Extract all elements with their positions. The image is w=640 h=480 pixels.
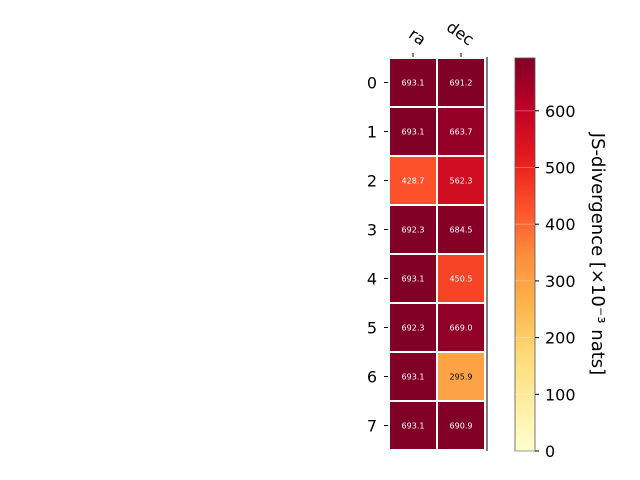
heatmap-cell bbox=[438, 255, 484, 302]
y-tick-label: 1 bbox=[367, 123, 377, 142]
y-tick-label: 2 bbox=[367, 172, 377, 191]
heatmap-cell bbox=[390, 402, 436, 449]
colorbar-tick-label: 100 bbox=[545, 385, 576, 404]
heatmap-cell bbox=[390, 304, 436, 351]
colorbar-tick-label: 300 bbox=[545, 272, 576, 291]
colorbar-tick-label: 200 bbox=[545, 329, 576, 348]
colorbar-tick-label: 600 bbox=[545, 102, 576, 121]
x-tick-label: dec bbox=[443, 17, 477, 49]
cell-value-label: 693.1 bbox=[402, 128, 425, 137]
heatmap-cell bbox=[390, 353, 436, 400]
cell-value-label: 684.5 bbox=[450, 226, 473, 235]
cell-value-label: 693.1 bbox=[402, 422, 425, 431]
heatmap-cell bbox=[438, 206, 484, 253]
colorbar-label: JS-divergence [×10⁻³ nats] bbox=[587, 132, 608, 375]
heatmap-cell bbox=[390, 59, 436, 106]
cell-value-label: 692.3 bbox=[402, 226, 425, 235]
y-tick-label: 5 bbox=[367, 319, 377, 338]
heatmap-cell bbox=[390, 157, 436, 204]
heatmap-cell bbox=[438, 59, 484, 106]
y-tick-label: 0 bbox=[367, 74, 377, 93]
cell-value-label: 690.9 bbox=[450, 422, 473, 431]
heatmap-cell bbox=[438, 157, 484, 204]
y-tick-label: 7 bbox=[367, 417, 377, 436]
colorbar-tick-label: 400 bbox=[545, 215, 576, 234]
heatmap-cell bbox=[390, 206, 436, 253]
y-tick-label: 4 bbox=[367, 270, 377, 289]
x-tick-label: ra bbox=[405, 24, 429, 49]
cell-value-label: 450.5 bbox=[450, 275, 473, 284]
heatmap-cell bbox=[390, 108, 436, 155]
cell-value-label: 562.3 bbox=[450, 177, 473, 186]
heatmap-cells: 693.1 691.2 693.1 663.7 428.7 562.3 692.3 684.5… bbox=[390, 59, 484, 449]
cell-value-label: 692.3 bbox=[402, 324, 425, 333]
cell-value-label: 428.7 bbox=[402, 177, 425, 186]
cell-value-label: 693.1 bbox=[402, 79, 425, 88]
colorbar-tick-label: 0 bbox=[545, 442, 555, 461]
cell-value-label: 295.9 bbox=[450, 373, 473, 382]
cell-value-label: 663.7 bbox=[450, 128, 473, 137]
cell-value-label: 693.1 bbox=[402, 275, 425, 284]
heatmap-cell bbox=[438, 304, 484, 351]
y-tick-label: 3 bbox=[367, 221, 377, 240]
cell-value-label: 669.0 bbox=[450, 324, 473, 333]
heatmap-cell bbox=[438, 402, 484, 449]
colorbar-gradient bbox=[514, 57, 536, 452]
colorbar: 0 100 200 300 400 500 600 bbox=[514, 57, 576, 461]
cell-value-label: 691.2 bbox=[450, 79, 473, 88]
colorbar-tick-label: 500 bbox=[545, 158, 576, 177]
heatmap-cell bbox=[438, 353, 484, 400]
y-tick-label: 6 bbox=[367, 368, 377, 387]
cell-value-label: 693.1 bbox=[402, 373, 425, 382]
heatmap-cell bbox=[390, 255, 436, 302]
heatmap-cell bbox=[438, 108, 484, 155]
